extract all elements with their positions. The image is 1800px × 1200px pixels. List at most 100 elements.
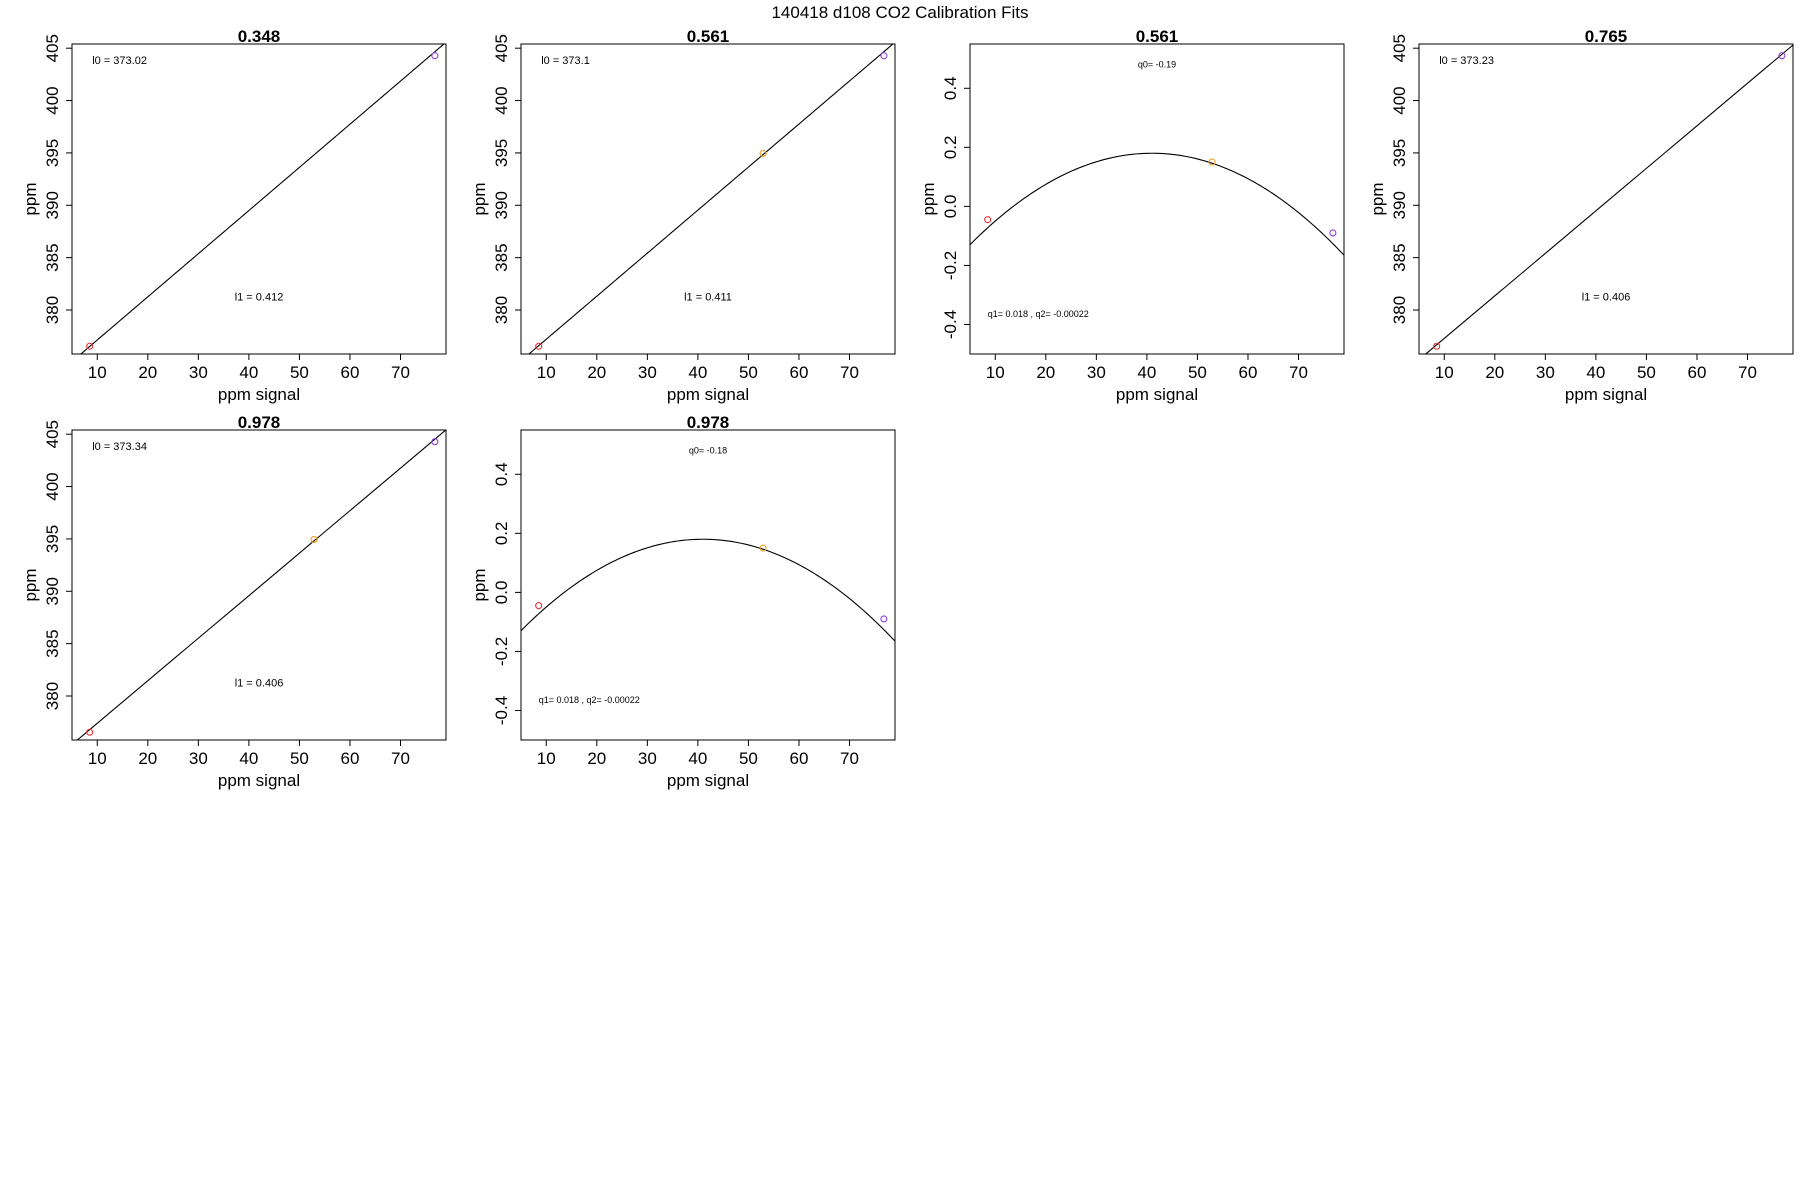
y-tick-label: 400 [43, 86, 62, 114]
x-tick-label: 30 [638, 749, 657, 768]
x-axis-label: ppm signal [218, 771, 300, 790]
y-tick-label: 395 [492, 139, 511, 167]
coefficient-annotation: l0 = 373.23 [1439, 55, 1494, 67]
coefficient-annotation: l1 = 0.412 [235, 292, 284, 304]
x-tick-label: 30 [1536, 363, 1555, 382]
coefficient-annotation: q0= -0.18 [689, 446, 727, 456]
panel-title: 0.978 [687, 413, 730, 432]
calibration-point [984, 216, 992, 224]
y-tick-label: 380 [43, 682, 62, 710]
x-tick-label: 60 [790, 749, 809, 768]
y-tick-label: 400 [43, 472, 62, 500]
y-tick-label: -0.2 [941, 251, 960, 280]
calibration-point [1433, 342, 1441, 350]
y-tick-label: 390 [43, 577, 62, 605]
y-tick-label: 0.0 [941, 195, 960, 219]
coefficient-annotation: l1 = 0.406 [235, 678, 284, 690]
x-axis-label: ppm signal [667, 385, 749, 404]
x-tick-label: 50 [739, 363, 758, 382]
x-tick-label: 30 [189, 363, 208, 382]
y-tick-label: -0.2 [492, 637, 511, 666]
x-tick-label: 50 [739, 749, 758, 768]
x-tick-label: 20 [1036, 363, 1055, 382]
y-tick-label: 395 [43, 139, 62, 167]
calibration-panel-3: 0.561 10 20 30 40 50 60 70 ppm signal -0.4 -0.2 0.0… [919, 27, 1345, 404]
calibration-point [880, 615, 888, 623]
calibration-point [880, 52, 888, 60]
x-tick-label: 10 [88, 749, 107, 768]
coefficient-annotation: q0= -0.19 [1138, 60, 1176, 70]
panel-title: 0.561 [687, 27, 730, 46]
x-tick-label: 10 [88, 363, 107, 382]
calibration-point [535, 342, 543, 350]
y-tick-label: 0.4 [492, 462, 511, 486]
x-tick-label: 60 [1688, 363, 1707, 382]
y-tick-label: 395 [1390, 139, 1409, 167]
y-tick-label: 380 [492, 296, 511, 324]
y-tick-label: -0.4 [941, 310, 960, 339]
x-tick-label: 30 [638, 363, 657, 382]
x-tick-label: 20 [138, 749, 157, 768]
y-tick-label: 385 [1390, 243, 1409, 271]
y-axis-label: ppm [470, 182, 489, 215]
x-tick-label: 40 [688, 363, 707, 382]
x-tick-label: 70 [840, 749, 859, 768]
y-tick-label: 390 [492, 191, 511, 219]
x-tick-label: 50 [1637, 363, 1656, 382]
calibration-panel-5: 0.978 10 20 30 40 50 60 70 ppm signal 380 385 390 39… [21, 413, 447, 790]
x-tick-label: 10 [1435, 363, 1454, 382]
x-tick-label: 10 [537, 363, 556, 382]
y-tick-label: 0.2 [941, 136, 960, 160]
x-tick-label: 40 [239, 363, 258, 382]
x-tick-label: 70 [1738, 363, 1757, 382]
coefficient-annotation: q1= 0.018 , q2= -0.00022 [988, 309, 1089, 319]
x-tick-label: 70 [1289, 363, 1308, 382]
y-tick-label: 390 [43, 191, 62, 219]
x-axis-label: ppm signal [218, 385, 300, 404]
x-tick-label: 60 [341, 363, 360, 382]
y-tick-label: 405 [1390, 34, 1409, 62]
panel-title: 0.978 [238, 413, 281, 432]
panel-title: 0.348 [238, 27, 281, 46]
y-tick-label: 380 [43, 296, 62, 324]
x-tick-label: 30 [1087, 363, 1106, 382]
calibration-point [310, 535, 318, 543]
x-tick-label: 20 [1485, 363, 1504, 382]
x-axis-label: ppm signal [1116, 385, 1198, 404]
coefficient-annotation: l1 = 0.406 [1582, 292, 1631, 304]
y-tick-label: 400 [1390, 86, 1409, 114]
plot-frame [520, 429, 896, 741]
x-tick-label: 70 [840, 363, 859, 382]
calibration-point [431, 438, 439, 446]
x-tick-label: 30 [189, 749, 208, 768]
calibration-panel-2: 0.561 10 20 30 40 50 60 70 ppm signal 380 385 390 39… [470, 27, 896, 404]
fit-line [970, 152, 1344, 256]
calibration-point [759, 149, 767, 157]
calibration-point [759, 544, 767, 552]
y-axis-label: ppm [1368, 182, 1387, 215]
y-tick-label: 390 [1390, 191, 1409, 219]
x-tick-label: 20 [138, 363, 157, 382]
y-axis-label: ppm [21, 182, 40, 215]
calibration-point [535, 602, 543, 610]
coefficient-annotation: l0 = 373.02 [92, 55, 147, 67]
x-tick-label: 10 [537, 749, 556, 768]
coefficient-annotation: l0 = 373.34 [92, 441, 147, 453]
x-tick-label: 40 [1137, 363, 1156, 382]
calibration-panel-1: 0.348 10 20 30 40 50 60 70 ppm signal 380 385 390 39… [21, 27, 447, 404]
y-tick-label: 0.4 [941, 76, 960, 100]
x-tick-label: 60 [341, 749, 360, 768]
calibration-point [1208, 158, 1216, 166]
x-tick-label: 70 [391, 749, 410, 768]
plot-frame [969, 43, 1345, 355]
fit-line [76, 430, 446, 740]
x-tick-label: 40 [239, 749, 258, 768]
y-tick-label: -0.4 [492, 696, 511, 725]
calibration-point [86, 342, 94, 350]
panel-title: 0.765 [1585, 27, 1628, 46]
plot-frame [1418, 43, 1794, 355]
x-tick-label: 20 [587, 749, 606, 768]
fit-line [521, 538, 895, 642]
fit-line [1424, 44, 1793, 354]
y-tick-label: 405 [43, 34, 62, 62]
